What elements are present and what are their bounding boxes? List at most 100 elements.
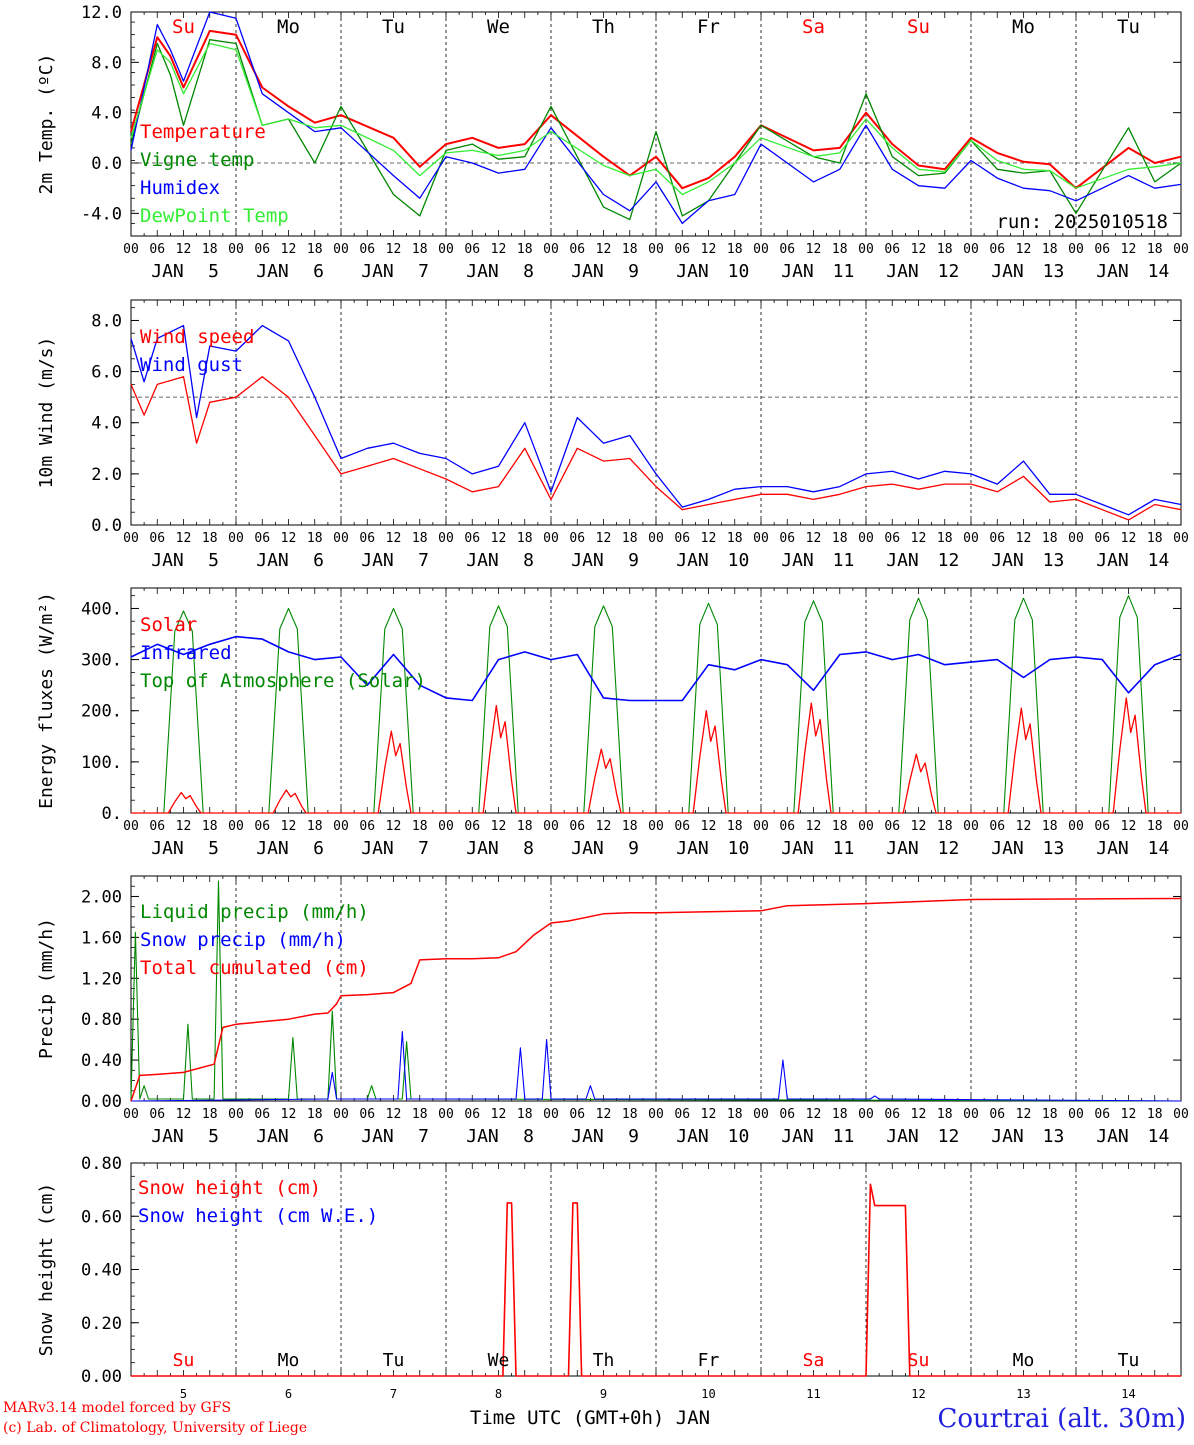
month-label: JAN bbox=[361, 261, 394, 282]
series-humidex bbox=[130, 11, 1182, 225]
hour-tick-label: 12 bbox=[596, 242, 612, 257]
hour-tick-label: 06 bbox=[884, 819, 900, 834]
y-tick-label: 4.0 bbox=[91, 414, 122, 434]
month-label: JAN bbox=[1096, 261, 1129, 282]
hour-tick-label: 12 bbox=[911, 1107, 927, 1122]
hour-tick-label: 06 bbox=[149, 1107, 165, 1122]
hour-tick-label: 18 bbox=[1042, 242, 1058, 257]
hour-tick-label: 12 bbox=[806, 1107, 822, 1122]
hour-tick-label: 00 bbox=[123, 1107, 139, 1122]
hour-tick-label: 06 bbox=[884, 531, 900, 546]
y-tick-label: 0.00 bbox=[81, 1092, 122, 1112]
weekday-label: Sa bbox=[802, 16, 825, 38]
hour-tick-label: 12 bbox=[701, 1107, 717, 1122]
series-dewpoint-temp bbox=[130, 42, 1182, 196]
weekday-label: Tu bbox=[1118, 1350, 1140, 1371]
month-label: JAN bbox=[256, 261, 289, 282]
date-label: 7 bbox=[418, 550, 429, 571]
month-label: JAN bbox=[466, 550, 499, 571]
date-label: 8 bbox=[495, 1387, 502, 1401]
weekday-label: Tu bbox=[382, 16, 405, 38]
hour-tick-label: 12 bbox=[701, 242, 717, 257]
hour-tick-label: 18 bbox=[202, 819, 218, 834]
hour-tick-label: 18 bbox=[622, 1107, 638, 1122]
date-label: 12 bbox=[911, 1387, 925, 1401]
hour-tick-label: 06 bbox=[359, 242, 375, 257]
date-label: 12 bbox=[938, 261, 960, 282]
date-label: 14 bbox=[1148, 261, 1170, 282]
x-axis-title: Time UTC (GMT+0h) JAN bbox=[470, 1407, 710, 1429]
series-wind-speed bbox=[130, 376, 1182, 521]
month-label: JAN bbox=[676, 838, 709, 859]
weekday-label: Mo bbox=[277, 16, 300, 38]
weekday-label: Su bbox=[172, 16, 195, 38]
month-label: JAN bbox=[466, 1126, 499, 1147]
date-label: 6 bbox=[313, 838, 324, 859]
legend-snow-height-cm: Snow height (cm) bbox=[138, 1177, 321, 1199]
legend-snow-precip-mm-h: Snow precip (mm/h) bbox=[140, 929, 346, 951]
hour-tick-label: 06 bbox=[674, 531, 690, 546]
legend-wind-speed: Wind speed bbox=[140, 326, 254, 348]
date-label: 13 bbox=[1043, 838, 1065, 859]
month-label: JAN bbox=[676, 550, 709, 571]
hour-tick-label: 18 bbox=[307, 531, 323, 546]
y-tick-label: 0.60 bbox=[81, 1207, 122, 1227]
panel-2: 8.0 6.0 4.0 2.0 0.0 10m Wind (m/s) 00 06 12 18 00 0… bbox=[36, 299, 1189, 571]
hour-tick-label: 18 bbox=[937, 242, 953, 257]
hour-tick-label: 12 bbox=[806, 242, 822, 257]
date-label: 8 bbox=[523, 1126, 534, 1147]
y-tick-label: -4.0 bbox=[81, 204, 122, 224]
hour-tick-label: 12 bbox=[491, 1107, 507, 1122]
month-label: JAN bbox=[781, 550, 814, 571]
hour-tick-label: 00 bbox=[438, 242, 454, 257]
hour-tick-label: 18 bbox=[832, 242, 848, 257]
month-label: JAN bbox=[256, 838, 289, 859]
date-label: 9 bbox=[628, 838, 639, 859]
hour-tick-label: 00 bbox=[963, 1107, 979, 1122]
plot-frame bbox=[130, 11, 1182, 237]
y-axis-title: Precip (mm/h) bbox=[36, 918, 57, 1059]
y-tick-label: 0.40 bbox=[81, 1261, 122, 1281]
hour-tick-label: 00 bbox=[963, 819, 979, 834]
hour-tick-label: 12 bbox=[281, 242, 297, 257]
hour-tick-label: 06 bbox=[464, 1107, 480, 1122]
hour-tick-label: 12 bbox=[491, 531, 507, 546]
hour-tick-label: 12 bbox=[176, 531, 192, 546]
weekday-label: Th bbox=[592, 16, 615, 38]
date-label: 9 bbox=[628, 550, 639, 571]
hour-tick-label: 12 bbox=[596, 1107, 612, 1122]
weekday-label: Mo bbox=[278, 1350, 300, 1371]
hour-tick-label: 18 bbox=[307, 242, 323, 257]
hour-tick-label: 00 bbox=[753, 242, 769, 257]
hour-tick-label: 00 bbox=[228, 1107, 244, 1122]
hour-tick-label: 06 bbox=[254, 819, 270, 834]
date-label: 6 bbox=[313, 261, 324, 282]
hour-tick-label: 00 bbox=[333, 819, 349, 834]
hour-tick-label: 06 bbox=[1094, 819, 1110, 834]
hour-tick-label: 00 bbox=[1068, 819, 1084, 834]
hour-tick-label: 18 bbox=[1042, 819, 1058, 834]
month-label: JAN bbox=[781, 1126, 814, 1147]
hour-tick-label: 06 bbox=[884, 1107, 900, 1122]
month-label: JAN bbox=[991, 261, 1024, 282]
hour-tick-label: 00 bbox=[1173, 242, 1189, 257]
hour-tick-label: 06 bbox=[254, 1107, 270, 1122]
month-label: JAN bbox=[466, 261, 499, 282]
hour-tick-label: 00 bbox=[753, 531, 769, 546]
date-label: 5 bbox=[208, 261, 219, 282]
hour-tick-label: 18 bbox=[622, 531, 638, 546]
series-temperature bbox=[130, 29, 1182, 190]
hour-tick-label: 18 bbox=[727, 242, 743, 257]
y-tick-label: 0.20 bbox=[81, 1314, 122, 1334]
hour-tick-label: 06 bbox=[569, 819, 585, 834]
month-label: JAN bbox=[151, 1126, 184, 1147]
hour-tick-label: 18 bbox=[307, 819, 323, 834]
date-label: 14 bbox=[1148, 550, 1170, 571]
y-tick-label: 0.80 bbox=[81, 1154, 122, 1174]
hour-tick-label: 00 bbox=[1068, 531, 1084, 546]
hour-tick-label: 00 bbox=[648, 1107, 664, 1122]
hour-tick-label: 18 bbox=[517, 242, 533, 257]
date-label: 11 bbox=[833, 838, 855, 859]
month-label: JAN bbox=[151, 261, 184, 282]
hour-tick-label: 12 bbox=[701, 819, 717, 834]
